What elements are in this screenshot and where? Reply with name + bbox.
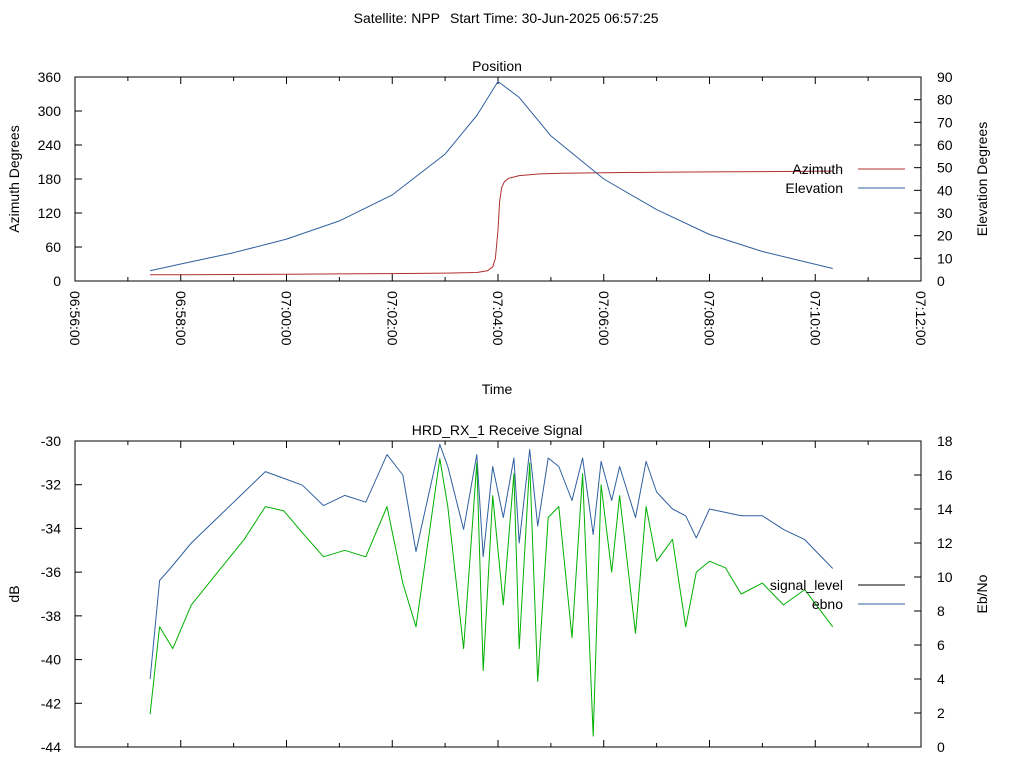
signal-left-tick-label: -44 — [41, 739, 61, 755]
signal-left-tick-label: -42 — [41, 695, 61, 711]
legend-elevation-label: Elevation — [785, 180, 843, 196]
signal-axes: -44 -42 -40 -38 -36 -34 -32 -30 0 2 4 6 8 10 12 14 16 18 — [41, 433, 953, 755]
position-x-tick-label: 07:12:00 — [913, 291, 929, 346]
position-right-tick-label: 60 — [937, 137, 953, 153]
position-right-tick-label: 50 — [937, 160, 953, 176]
signal-right-tick-label: 18 — [937, 433, 953, 449]
position-left-tick-label: 300 — [38, 103, 62, 119]
position-series — [149, 81, 833, 276]
legend-ebno-label: ebno — [812, 596, 843, 612]
ebno-axis-label: Eb/No — [974, 574, 990, 613]
signal-right-tick-label: 12 — [937, 535, 953, 551]
position-x-tick-label: 07:02:00 — [384, 291, 400, 346]
legend-azimuth-label: Azimuth — [792, 161, 843, 177]
signal-series — [149, 443, 834, 737]
position-legend: Azimuth Elevation — [785, 161, 905, 196]
signal-left-tick-label: -36 — [41, 564, 61, 580]
position-left-tick-label: 60 — [45, 239, 61, 255]
signal-right-tick-label: 4 — [937, 671, 945, 687]
position-right-tick-label: 40 — [937, 182, 953, 198]
azimuth-axis-label: Azimuth Degrees — [6, 125, 22, 232]
position-series-line-Azimuth — [150, 170, 833, 276]
signal-left-tick-label: -30 — [41, 433, 61, 449]
position-x-tick-label: 07:00:00 — [279, 291, 295, 346]
signal-right-tick-label: 2 — [937, 705, 945, 721]
signal-right-tick-label: 0 — [937, 739, 945, 755]
position-left-tick-label: 120 — [38, 205, 62, 221]
position-right-tick-label: 90 — [937, 69, 953, 85]
signal-plot-frame — [74, 440, 922, 748]
position-left-tick-label: 0 — [53, 273, 61, 289]
signal-right-tick-label: 6 — [937, 637, 945, 653]
signal-chart: HRD_RX_1 Receive Signal -44-42-40-38-36-… — [6, 422, 990, 755]
signal-left-tick-label: -38 — [41, 608, 61, 624]
legend-signal-level-label: signal_level — [770, 577, 843, 593]
position-right-tick-label: 30 — [937, 205, 953, 221]
position-right-tick-label: 10 — [937, 250, 953, 266]
signal-chart-title: HRD_RX_1 Receive Signal — [412, 422, 582, 438]
position-left-tick-label: 180 — [38, 171, 62, 187]
signal-series-line-ebno — [149, 443, 834, 680]
signal-left-tick-label: -34 — [41, 520, 61, 536]
position-left-tick-label: 240 — [38, 137, 62, 153]
signal-right-tick-label: 8 — [937, 603, 945, 619]
time-axis-label: Time — [482, 381, 513, 397]
signal-left-tick-label: -32 — [41, 477, 61, 493]
signal-right-tick-label: 14 — [937, 501, 953, 517]
position-left-tick-label: 360 — [38, 69, 62, 85]
position-x-tick-label: 07:10:00 — [807, 291, 823, 346]
position-right-tick-label: 70 — [937, 114, 953, 130]
position-chart: Position 0 60 120 180 240 300 360 0 10 20 30 40 50 60… — [6, 58, 990, 397]
db-axis-label: dB — [6, 585, 22, 602]
signal-right-tick-label: 16 — [937, 467, 953, 483]
elevation-axis-label: Elevation Degrees — [974, 122, 990, 236]
position-right-tick-label: 20 — [937, 228, 953, 244]
position-plot-frame — [74, 76, 922, 282]
position-x-tick-label: 06:56:00 — [67, 291, 83, 346]
signal-left-tick-label: -40 — [41, 652, 61, 668]
position-series-line-Elevation — [149, 81, 833, 272]
satellite-label: Satellite: NPP — [354, 10, 440, 26]
signal-series-line-series-2 — [149, 458, 834, 737]
signal-legend: signal_level ebno — [770, 577, 905, 612]
position-axes: 0 60 120 180 240 300 360 0 10 20 30 40 50 60 70 80 90 06:… — [38, 69, 953, 346]
signal-right-tick-label: 10 — [937, 569, 953, 585]
position-x-tick-label: 07:08:00 — [702, 291, 718, 346]
position-chart-title: Position — [472, 58, 522, 74]
position-x-tick-label: 07:06:00 — [596, 291, 612, 346]
position-x-tick-label: 06:58:00 — [173, 291, 189, 346]
position-right-tick-label: 0 — [937, 273, 945, 289]
position-right-tick-label: 80 — [937, 92, 953, 108]
position-x-tick-label: 07:04:00 — [490, 291, 506, 346]
start-time-label: Start Time: 30-Jun-2025 06:57:25 — [450, 10, 659, 26]
